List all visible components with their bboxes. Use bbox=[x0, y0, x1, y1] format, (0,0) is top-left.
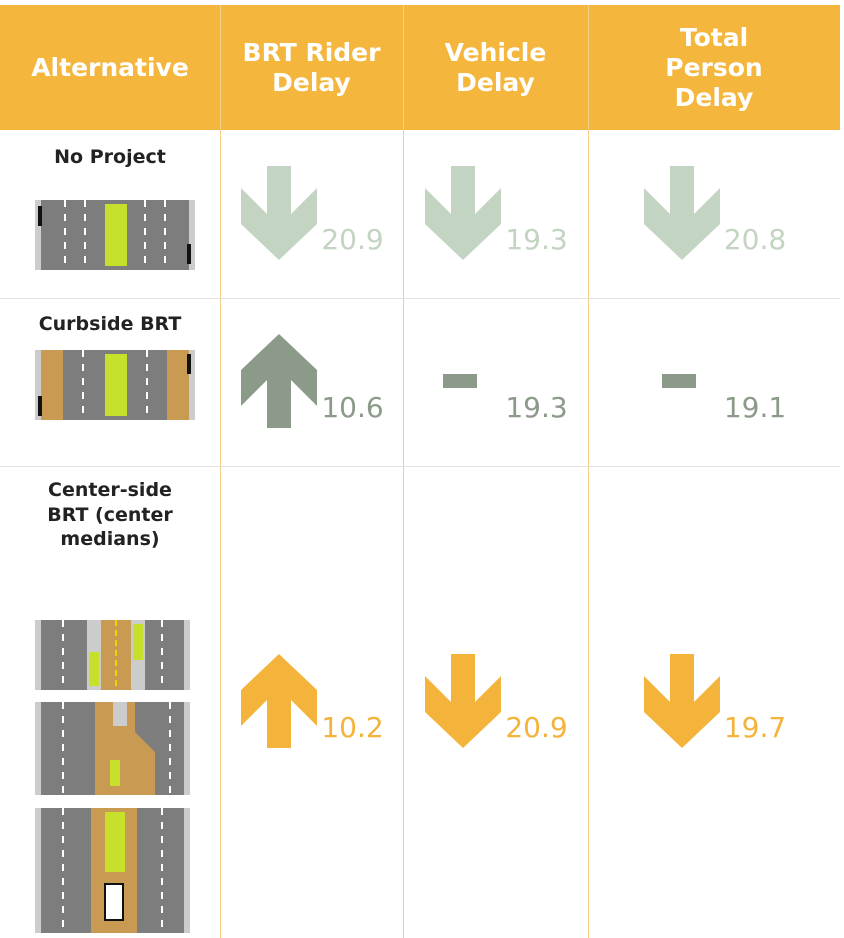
arrow-shape bbox=[661, 374, 696, 388]
arrow-shape bbox=[643, 654, 720, 748]
arrow-shape bbox=[241, 654, 318, 748]
delay-value: 20.9 bbox=[321, 222, 384, 256]
header-cell: BRT Rider Delay bbox=[220, 5, 403, 130]
delay-cell: 20.9 bbox=[403, 466, 588, 938]
row-divider bbox=[0, 298, 840, 299]
trend-arrow bbox=[425, 654, 502, 748]
column-divider bbox=[220, 5, 221, 938]
delay-cell: 20.9 bbox=[220, 130, 403, 298]
trend-arrow bbox=[425, 166, 502, 260]
trend-arrow bbox=[643, 654, 720, 748]
trend-arrow bbox=[443, 374, 478, 388]
trend-arrow bbox=[643, 166, 720, 260]
arrow-shape bbox=[241, 334, 318, 428]
arrow-shape bbox=[241, 166, 318, 260]
arrow-shape bbox=[443, 374, 478, 388]
delay-cell: 10.2 bbox=[220, 466, 403, 938]
arrow-shape bbox=[425, 654, 502, 748]
delay-cell: 19.7 bbox=[588, 466, 840, 938]
delay-value: 19.7 bbox=[723, 710, 787, 744]
delay-cell: 19.1 bbox=[588, 298, 840, 466]
road-diagram bbox=[35, 200, 195, 270]
delay-value: 10.2 bbox=[321, 710, 384, 744]
road-diagram bbox=[35, 808, 190, 933]
header-text: Total Person Delay bbox=[665, 22, 763, 112]
column-divider bbox=[403, 5, 404, 938]
header-bar bbox=[0, 5, 840, 130]
road-diagram bbox=[35, 620, 190, 690]
alternative-name: Center-side BRT (center medians) bbox=[47, 479, 173, 551]
delay-value: 19.3 bbox=[505, 390, 568, 424]
road-diagram bbox=[35, 702, 190, 795]
trend-arrow bbox=[661, 374, 696, 388]
delay-cell: 19.3 bbox=[403, 298, 588, 466]
header-cell: Vehicle Delay bbox=[403, 5, 588, 130]
delay-value: 19.3 bbox=[505, 222, 568, 256]
arrow-shape bbox=[643, 166, 720, 260]
alternative-name: Curbside BRT bbox=[38, 313, 182, 335]
delay-cell: 20.8 bbox=[588, 130, 840, 298]
arrow-shape bbox=[425, 166, 502, 260]
row-divider bbox=[0, 466, 840, 467]
header-text: Vehicle Delay bbox=[444, 37, 547, 97]
trend-arrow bbox=[241, 334, 318, 428]
column-divider bbox=[588, 5, 589, 938]
road-diagram bbox=[35, 350, 195, 420]
header-text: BRT Rider Delay bbox=[242, 37, 381, 97]
delay-cell: 10.6 bbox=[220, 298, 403, 466]
delay-value: 20.9 bbox=[505, 710, 568, 744]
header-cell: Alternative bbox=[31, 52, 189, 82]
delay-cell: 19.3 bbox=[403, 130, 588, 298]
delay-value: 20.8 bbox=[723, 222, 787, 256]
delay-value: 19.1 bbox=[723, 390, 787, 424]
alternative-name: No Project bbox=[54, 146, 166, 168]
delay-value: 10.6 bbox=[321, 390, 384, 424]
trend-arrow bbox=[241, 166, 318, 260]
header-cell: Total Person Delay bbox=[588, 5, 840, 130]
trend-arrow bbox=[241, 654, 318, 748]
